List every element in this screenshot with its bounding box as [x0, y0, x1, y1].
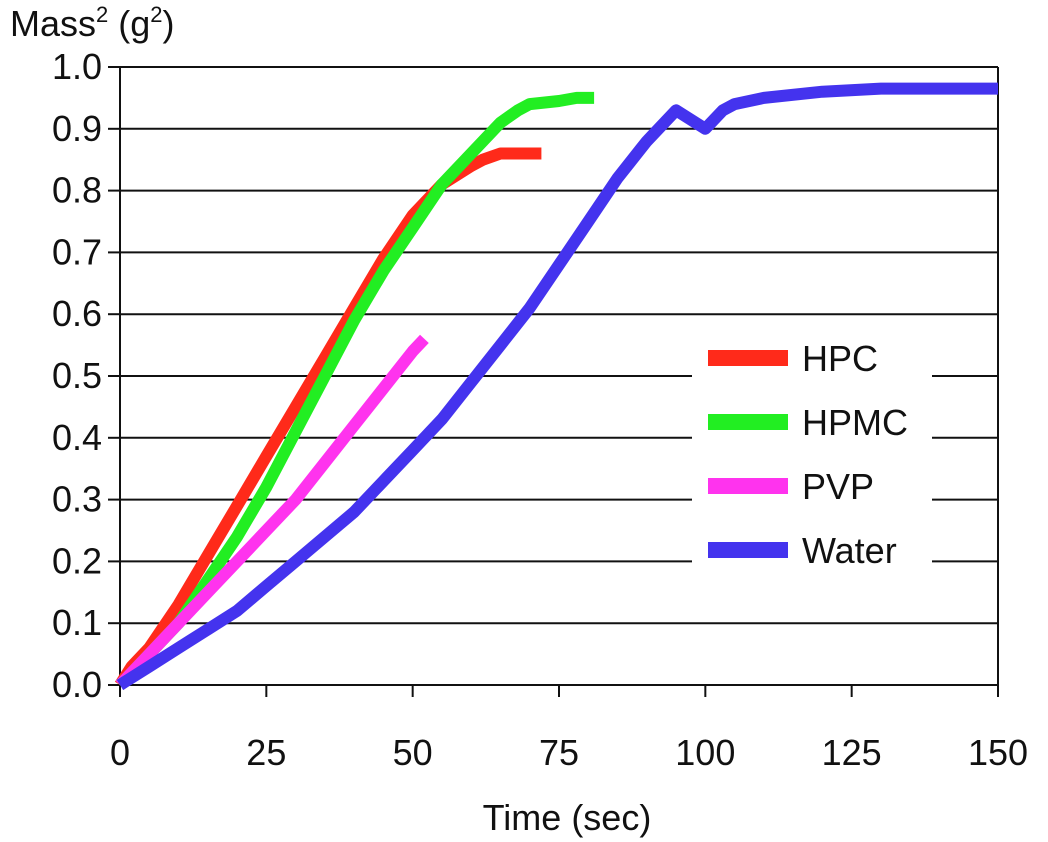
x-tick-label: 50 [393, 732, 433, 773]
y-tick-label: 0.5 [52, 355, 102, 396]
x-tick-labels: 0 25 50 75 100 125 150 [110, 685, 1028, 773]
x-tick-label: 100 [675, 732, 735, 773]
y-tick-label: 0.8 [52, 170, 102, 211]
x-axis-title: Time (sec) [483, 797, 652, 838]
y-axis-title: Mass2 (g2) [10, 2, 175, 44]
y-tick-label: 0.6 [52, 293, 102, 334]
legend: HPC HPMC PVP Water [692, 322, 932, 588]
y-axis-title-unit-open: (g [108, 3, 150, 44]
series-line-pvp [115, 334, 429, 690]
series-line-water [116, 82, 998, 691]
y-tick-label: 0.9 [52, 108, 102, 149]
y-axis-title-sup: 2 [96, 2, 108, 27]
legend-label-pvp: PVP [802, 466, 874, 507]
x-tick-label: 125 [822, 732, 882, 773]
x-tick-label: 150 [968, 732, 1028, 773]
legend-label-water: Water [802, 530, 897, 571]
data-series [114, 82, 998, 691]
x-tick-label: 75 [539, 732, 579, 773]
y-axis-title-unit-close: ) [163, 3, 175, 44]
series-line-hpc [114, 147, 542, 689]
y-tick-labels: 0.0 0.1 0.2 0.3 0.4 0.5 0.6 0.7 0.8 0.9 1.0 [52, 46, 120, 705]
y-tick-label: 0.0 [52, 664, 102, 705]
y-axis-title-base: Mass [10, 3, 96, 44]
legend-label-hpmc: HPMC [802, 402, 908, 443]
legend-label-hpc: HPC [802, 338, 878, 379]
x-tick-label: 25 [246, 732, 286, 773]
series-line-hpmc [115, 91, 595, 690]
grid-lines [120, 66, 998, 686]
y-tick-label: 0.2 [52, 540, 102, 581]
y-tick-label: 1.0 [52, 46, 102, 87]
y-tick-label: 0.7 [52, 231, 102, 272]
y-tick-label: 0.1 [52, 602, 102, 643]
x-tick-label: 0 [110, 732, 130, 773]
y-tick-label: 0.4 [52, 417, 102, 458]
y-tick-label: 0.3 [52, 479, 102, 520]
y-axis-title-unit-sup: 2 [150, 2, 162, 27]
